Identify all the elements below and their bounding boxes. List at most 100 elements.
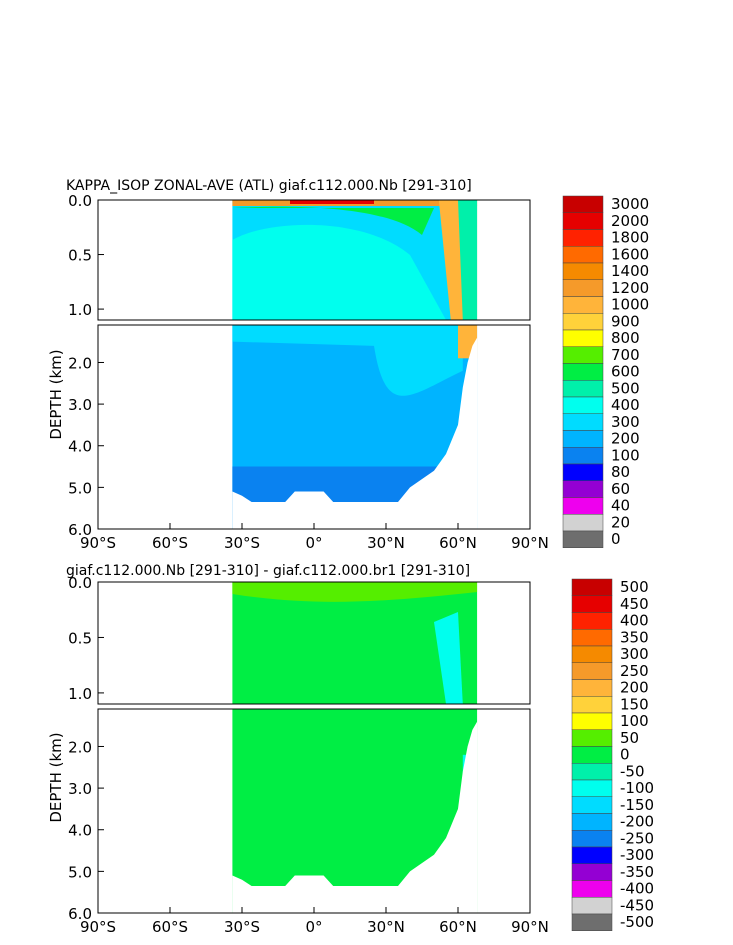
field-layer [232,224,446,320]
colorbar-swatch [562,480,604,498]
colorbar-swatch [571,846,613,864]
x-tick-label: 30°N [367,918,405,936]
colorbar-label: 450 [620,595,649,613]
colorbar-swatch [571,796,613,814]
colorbar-swatch [562,329,604,347]
colorbar-label: 0 [611,530,621,548]
colorbar-swatch [571,696,613,714]
colorbar-label: -300 [620,846,654,864]
land-mask [477,200,530,529]
upper-axes-frame [97,199,531,321]
colorbar-label: 1400 [611,262,649,280]
field-layer [290,200,374,204]
colorbar-swatch [571,863,613,881]
y-tick-label: 6.0 [68,521,92,539]
colorbar-swatch [571,629,613,647]
colorbar-label: -150 [620,796,654,814]
colorbar-label: 2000 [611,212,649,230]
y-tick-label: 0.0 [68,192,92,210]
colorbar-swatch [571,578,613,596]
colorbar-swatch [562,380,604,398]
lower-field [232,709,530,913]
colorbar-label: 600 [611,363,640,381]
colorbar-label: 80 [611,463,630,481]
field-layer [232,582,478,602]
upper-field [232,582,478,704]
y-tick-label: 0.0 [68,574,92,592]
colorbar-swatch [571,913,613,931]
colorbar-label: 60 [611,480,630,498]
x-tick-label: 60°N [439,534,477,552]
colorbar-swatch [571,880,613,898]
x-tick-label: 90°N [511,918,549,936]
y-tick-label: 6.0 [68,905,92,923]
x-tick-label: 60°S [152,918,188,936]
colorbar-label: 500 [620,578,649,596]
colorbar-label: 350 [620,628,649,646]
colorbar-swatch [562,212,604,230]
colorbar-swatch [571,763,613,781]
colorbar-label: 100 [611,446,640,464]
colorbar-swatch [562,430,604,448]
y-tick-label: 4.0 [68,438,92,456]
colorbar-swatch [562,530,604,548]
field-layer [232,206,434,235]
colorbar-label: 400 [620,612,649,630]
colorbar-label: -50 [620,762,645,780]
colorbar-label: 800 [611,329,640,347]
colorbar-swatch [571,897,613,915]
colorbar-swatch [562,246,604,264]
x-tick-label: 90°S [80,534,116,552]
lower-field [232,325,530,529]
colorbar-label: 50 [620,729,639,747]
chart-title: giaf.c112.000.Nb [291-310] - giaf.c112.0… [66,563,470,579]
colorbar-label: 1600 [611,245,649,263]
colorbar-swatch [562,195,604,213]
colorbar-swatch [571,729,613,747]
colorbar-label: 900 [611,312,640,330]
colorbar-swatch [562,447,604,465]
y-tick-label: 0.5 [68,629,92,647]
y-tick-label: 1.0 [68,301,92,319]
x-tick-label: 90°N [511,534,549,552]
colorbar-label: -500 [620,913,654,931]
field-base [232,582,478,704]
colorbar-label: 300 [611,413,640,431]
colorbar-label: 100 [620,712,649,730]
colorbar-label: 0 [620,746,630,764]
colorbar-swatch [571,813,613,831]
colorbar-label: 200 [620,679,649,697]
colorbar-swatch [562,262,604,280]
colorbar-swatch [562,229,604,247]
colorbar-label: -350 [620,863,654,881]
panel-1: KAPPA_ISOP ZONAL-AVE (ATL) giaf.c112.000… [47,178,649,552]
panel-2: giaf.c112.000.Nb [291-310] - giaf.c112.0… [47,563,654,936]
field-layer [232,325,463,396]
colorbar-label: 400 [611,396,640,414]
field-layer [458,200,478,320]
colorbar-label: 3000 [611,195,649,213]
x-tick-label: 30°S [224,918,260,936]
colorbar-swatch [571,645,613,663]
upper-field [232,200,478,320]
upper-axes-frame [97,581,531,705]
y-axis-label: DEPTH (km) [47,732,65,822]
colorbar-label: -250 [620,829,654,847]
y-tick-label: 5.0 [68,479,92,497]
colorbar-label: 700 [611,346,640,364]
y-tick-label: 4.0 [68,822,92,840]
x-tick-label: 90°S [80,918,116,936]
colorbar-swatch [571,595,613,613]
colorbar-swatch [562,514,604,532]
y-tick-label: 5.0 [68,863,92,881]
colorbar-label: 300 [620,645,649,663]
x-tick-label: 0° [305,918,322,936]
x-tick-label: 60°S [152,534,188,552]
y-tick-label: 1.0 [68,685,92,703]
land-mask [477,582,530,913]
colorbar-label: 1000 [611,296,649,314]
colorbar-swatch [562,363,604,381]
y-tick-label: 2.0 [68,354,92,372]
chart-title: KAPPA_ISOP ZONAL-AVE (ATL) giaf.c112.000… [66,178,472,194]
colorbar-swatch [571,612,613,630]
